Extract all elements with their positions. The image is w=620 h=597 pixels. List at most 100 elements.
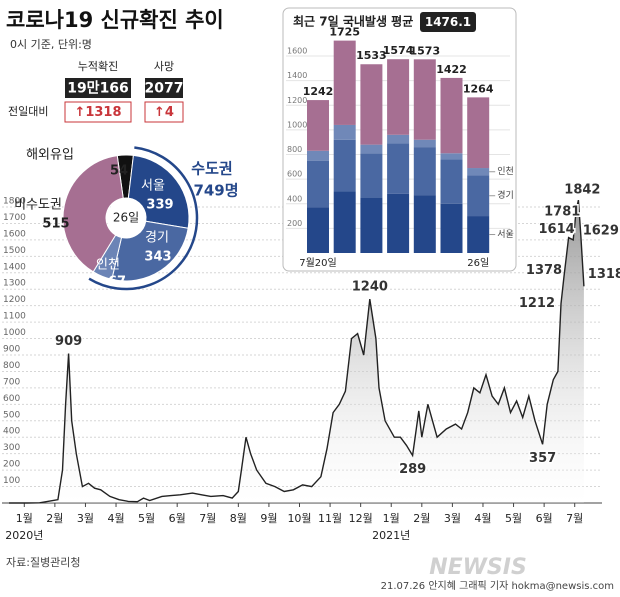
total-label: 1533 xyxy=(356,49,387,62)
area xyxy=(9,200,584,503)
total-label: 1422 xyxy=(436,63,467,76)
legend-label: 인천 xyxy=(497,166,514,177)
deaths-change: ↑4 xyxy=(154,105,174,120)
slice-name: 해외유입 xyxy=(26,148,74,163)
slice-name: 서울 xyxy=(141,179,165,194)
y-tick-label: 1000 xyxy=(287,120,307,129)
bar-segment xyxy=(360,144,383,154)
page-title: 코로나19 신규확진 추이 xyxy=(6,8,224,32)
legend-label: 서울 xyxy=(497,229,514,240)
data-label: 289 xyxy=(399,462,426,477)
total-label: 1725 xyxy=(329,26,360,39)
y-tick-label: 600 xyxy=(287,170,302,179)
y-tick-label: 1400 xyxy=(3,262,26,272)
y-tick-label: 1600 xyxy=(3,229,26,239)
x-tick-label: 7월 xyxy=(199,512,216,525)
year-label: 2021년 xyxy=(372,529,410,542)
deaths-label: 사망 xyxy=(154,60,174,73)
donut-slice xyxy=(127,154,190,229)
bar-segment xyxy=(360,64,383,145)
bar-segment xyxy=(307,160,329,208)
x-tick-label: 2월 xyxy=(413,512,430,525)
x-tick-label: 1월 xyxy=(16,512,33,525)
y-tick-label: 1600 xyxy=(287,47,307,56)
bar-segment xyxy=(387,143,410,194)
data-label: 1378 xyxy=(526,263,562,278)
group-label: 수도권 xyxy=(191,160,232,178)
donut-chart: 26일 해외유입 54 서울 339 경기 343 인천 67 비수도권 515 수도권 749명 xyxy=(14,146,239,291)
bar-segment xyxy=(333,191,356,253)
header: 코로나19 신규확진 추이 0시 기준, 단위:명 누적확진 사망 19만166… xyxy=(6,8,224,123)
data-label: 1614 xyxy=(539,222,575,237)
inset-chart: 최근 7일 국내발생 평균 1476.1 200 400 600 800 1000 120… xyxy=(282,7,517,272)
data-label: 1781 xyxy=(544,205,580,220)
x-tick-label: 4월 xyxy=(474,512,491,525)
data-label: 1212 xyxy=(519,296,555,311)
donut-slice xyxy=(62,155,124,273)
y-tick-label: 400 xyxy=(287,194,302,203)
y-tick-label: 1700 xyxy=(3,213,26,223)
x-tick-label: 26일 xyxy=(467,257,489,269)
y-tick-label: 200 xyxy=(287,219,302,228)
bar-segment xyxy=(413,147,436,196)
bar-segment xyxy=(440,159,463,204)
main-chart: 100 200 300 400 500 600 700 800 900 1000 1100 1200 1… xyxy=(2,181,620,542)
x-tick-label: 9월 xyxy=(260,512,277,525)
basis-note: 0시 기준, 단위:명 xyxy=(10,38,92,51)
bar-segment xyxy=(413,195,436,253)
cumulative-value: 19만166 xyxy=(67,81,129,97)
deaths-value: 2077 xyxy=(145,81,184,97)
donut-slice xyxy=(111,220,189,282)
y-tick-label: 500 xyxy=(3,410,20,420)
center-label: 26일 xyxy=(113,211,139,225)
group-total: 749명 xyxy=(193,182,238,200)
year-label: 2020년 xyxy=(5,529,43,542)
x-tick-label: 5월 xyxy=(138,512,155,525)
credit: 21.07.26 안지혜 그래픽 기자 hokma@newsis.com xyxy=(381,580,614,592)
x-tick-label: 6월 xyxy=(536,512,553,525)
slice-name: 인천 xyxy=(96,258,120,273)
bar-segment xyxy=(387,59,410,135)
bar-segment xyxy=(467,97,490,169)
x-tick-label: 4월 xyxy=(107,512,124,525)
slice-name: 비수도권 xyxy=(14,198,62,213)
slice-value: 54 xyxy=(110,164,128,179)
legend-label: 경기 xyxy=(497,189,514,201)
bar-segment xyxy=(360,153,383,198)
bar-segment xyxy=(413,59,436,140)
y-tick-label: 600 xyxy=(3,394,20,404)
y-tick-label: 100 xyxy=(3,476,20,486)
data-label: 1240 xyxy=(352,280,388,295)
y-tick-label: 1200 xyxy=(3,295,26,305)
bar-segment xyxy=(360,197,383,253)
group-arc xyxy=(88,146,199,291)
slice-value: 339 xyxy=(146,198,173,213)
bar-segment xyxy=(333,40,356,125)
total-label: 1264 xyxy=(463,82,494,95)
bar-segment xyxy=(387,193,410,253)
bar-segment xyxy=(307,207,329,253)
source: 자료:질병관리청 xyxy=(6,556,81,569)
y-tick-label: 1200 xyxy=(287,96,307,105)
y-tick-label: 1300 xyxy=(3,279,26,289)
x-tick-label: 7월20일 xyxy=(299,257,337,269)
line xyxy=(9,199,585,504)
x-tick-label: 5월 xyxy=(505,512,522,525)
slice-name: 경기 xyxy=(145,231,169,246)
x-tick-label: 7월 xyxy=(566,512,583,525)
slice-value: 343 xyxy=(144,250,171,265)
total-label: 1574 xyxy=(383,44,414,57)
y-tick-label: 800 xyxy=(287,145,302,154)
cumulative-label: 누적확진 xyxy=(78,60,118,73)
bar-segment xyxy=(387,134,410,144)
y-tick-label: 1400 xyxy=(287,71,307,80)
bar-segment xyxy=(467,216,490,253)
x-tick-label: 12월 xyxy=(349,512,373,525)
y-tick-label: 900 xyxy=(3,345,20,355)
x-tick-label: 10월 xyxy=(287,512,311,525)
data-label: 909 xyxy=(55,334,82,349)
data-label: 1629 xyxy=(583,224,619,239)
y-tick-label: 700 xyxy=(3,377,20,387)
average-badge xyxy=(420,12,476,32)
